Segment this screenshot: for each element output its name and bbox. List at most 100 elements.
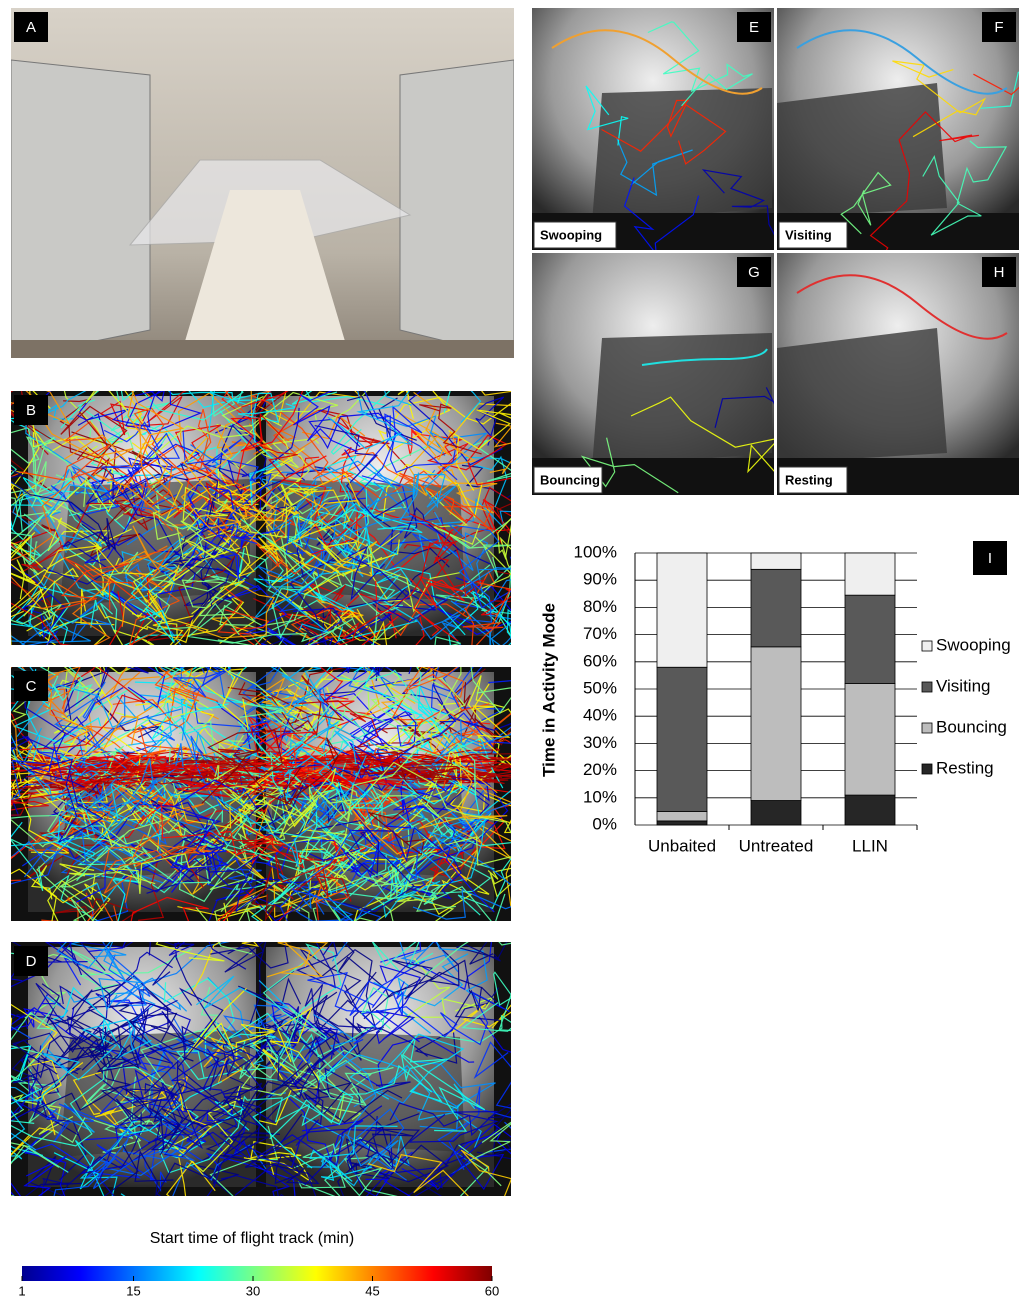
panel-label-box bbox=[737, 12, 771, 42]
flight-track bbox=[11, 821, 96, 857]
flight-track bbox=[312, 749, 429, 904]
legend-label: Swooping bbox=[936, 635, 1011, 654]
flight-track bbox=[63, 391, 185, 485]
flight-track bbox=[178, 392, 319, 471]
flight-track bbox=[24, 1155, 83, 1196]
flight-track bbox=[11, 1002, 96, 1079]
flight-track bbox=[227, 686, 313, 740]
flight-track bbox=[701, 169, 774, 236]
flight-track bbox=[53, 1147, 195, 1196]
flight-track bbox=[321, 667, 473, 793]
flight-track bbox=[231, 715, 306, 782]
flight-track bbox=[375, 896, 434, 921]
flight-track bbox=[85, 391, 128, 412]
flight-track bbox=[417, 809, 490, 883]
flight-track bbox=[430, 667, 505, 726]
flight-track bbox=[11, 1008, 64, 1028]
flight-track bbox=[11, 444, 217, 494]
flight-track bbox=[244, 1113, 320, 1185]
flight-track bbox=[155, 942, 225, 962]
flight-track bbox=[18, 399, 127, 567]
flight-track bbox=[219, 448, 319, 539]
flight-track bbox=[103, 1145, 174, 1196]
flight-track bbox=[11, 1045, 55, 1122]
x-tick-label: Unbaited bbox=[648, 836, 716, 855]
bar-segment bbox=[844, 683, 896, 796]
flight-track bbox=[315, 865, 349, 921]
flight-track bbox=[335, 502, 423, 556]
flight-track bbox=[118, 525, 180, 627]
colorbar-tick-label: 30 bbox=[246, 1283, 260, 1298]
flight-track bbox=[146, 408, 212, 532]
flight-track bbox=[290, 607, 361, 645]
flight-track bbox=[189, 478, 281, 550]
flight-track bbox=[52, 986, 122, 1050]
bed-net bbox=[777, 83, 947, 218]
flight-track bbox=[353, 856, 418, 921]
flight-track bbox=[623, 177, 700, 250]
bed-net bbox=[777, 328, 947, 463]
flight-track bbox=[348, 753, 398, 771]
photo bbox=[532, 8, 774, 250]
flight-track bbox=[167, 555, 233, 617]
flight-track bbox=[11, 476, 56, 531]
flight-track bbox=[11, 473, 87, 610]
y-tick-label: 100% bbox=[574, 542, 617, 561]
flight-track bbox=[275, 772, 371, 788]
flight-track bbox=[462, 683, 511, 834]
flight-track bbox=[371, 869, 506, 921]
panel-label-box bbox=[14, 946, 48, 976]
flight-track bbox=[456, 767, 511, 784]
flight-track bbox=[216, 567, 297, 645]
flight-track bbox=[178, 769, 332, 903]
colorbar-tick-label: 15 bbox=[126, 1283, 140, 1298]
flight-track bbox=[32, 436, 81, 485]
panel-caption: Visiting bbox=[785, 227, 832, 242]
flight-track bbox=[196, 975, 290, 1010]
flight-track bbox=[440, 532, 511, 645]
flight-track bbox=[218, 748, 347, 762]
flight-track bbox=[137, 804, 305, 870]
flight-track bbox=[11, 1073, 154, 1148]
example-track bbox=[796, 274, 1008, 340]
flight-track bbox=[474, 535, 511, 575]
flight-track bbox=[418, 758, 508, 844]
flight-track bbox=[401, 1036, 486, 1132]
flight-track bbox=[335, 667, 422, 701]
flight-track bbox=[257, 472, 361, 562]
y-tick-label: 50% bbox=[583, 678, 617, 697]
flight-track bbox=[349, 707, 400, 767]
panel-label: D bbox=[26, 953, 37, 970]
bar-segment bbox=[656, 666, 708, 812]
flight-track bbox=[79, 1120, 138, 1196]
flight-track bbox=[103, 833, 211, 903]
flight-track bbox=[182, 430, 272, 545]
flight-track bbox=[20, 590, 114, 645]
caption-box bbox=[533, 221, 617, 249]
flight-track bbox=[450, 599, 511, 645]
flight-track bbox=[77, 391, 165, 428]
flight-track bbox=[11, 1144, 60, 1196]
flight-track bbox=[268, 686, 331, 741]
flight-track bbox=[130, 568, 175, 643]
flight-track bbox=[249, 391, 356, 483]
flight-track bbox=[37, 667, 149, 714]
flight-track bbox=[11, 978, 29, 1032]
flight-track bbox=[89, 1074, 190, 1133]
flight-track bbox=[201, 737, 339, 805]
flight-track bbox=[314, 391, 368, 422]
flight-track bbox=[892, 60, 987, 138]
caption-box bbox=[533, 466, 603, 494]
bar-segment bbox=[656, 820, 708, 826]
flight-track bbox=[88, 1048, 145, 1123]
flight-track bbox=[134, 670, 219, 734]
flight-track bbox=[980, 71, 1019, 109]
flight-track bbox=[324, 667, 383, 695]
flight-track bbox=[349, 1033, 476, 1110]
flight-track bbox=[234, 1138, 443, 1196]
flight-track bbox=[171, 779, 238, 893]
flight-track bbox=[319, 667, 414, 722]
flight-track bbox=[116, 391, 236, 418]
flight-track bbox=[176, 780, 256, 798]
flight-track bbox=[269, 1064, 433, 1140]
